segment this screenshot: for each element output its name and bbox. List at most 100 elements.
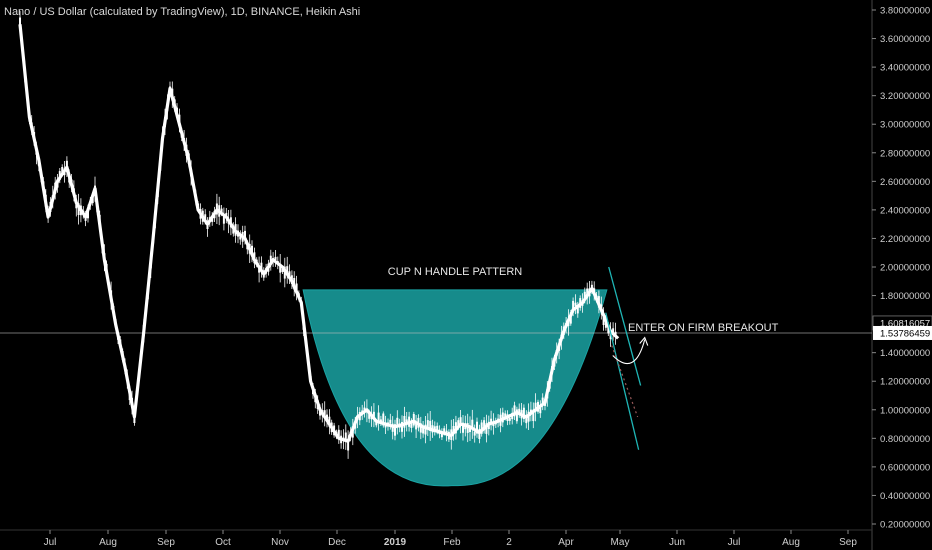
- candle-body: [96, 205, 99, 213]
- candle-body: [401, 422, 403, 432]
- candle-body: [26, 92, 28, 100]
- candle-body: [394, 424, 396, 436]
- y-tick-label: 3.40000000: [880, 63, 930, 74]
- candle-body: [192, 182, 195, 187]
- annotation-cup-label: CUP N HANDLE PATTERN: [388, 266, 523, 278]
- candle-body: [551, 366, 553, 374]
- candle-body: [190, 169, 193, 177]
- candle-body: [288, 271, 291, 278]
- candle-body: [508, 417, 511, 421]
- candle-body: [314, 395, 317, 403]
- candle-body: [567, 318, 570, 326]
- candle-body: [279, 263, 282, 273]
- candle-body: [520, 410, 523, 419]
- x-tick-label: Jul: [728, 537, 741, 548]
- candle-body: [77, 203, 80, 215]
- candle-body: [349, 431, 352, 437]
- candle-body: [133, 416, 136, 423]
- x-tick-label: Aug: [99, 537, 117, 548]
- candle-body: [21, 44, 24, 51]
- candle-body: [101, 241, 103, 246]
- candle-body: [206, 224, 209, 229]
- candle-body: [440, 431, 443, 438]
- candle-body: [258, 266, 261, 273]
- candle-body: [300, 300, 303, 305]
- candle-body: [518, 408, 521, 413]
- candle-body: [51, 195, 54, 199]
- y-tick-label: 0.80000000: [880, 434, 930, 445]
- candle-body: [265, 267, 268, 274]
- candle-body: [330, 422, 333, 433]
- candle-body: [251, 245, 253, 257]
- breakout-arrow-curve: [612, 339, 646, 365]
- candle-body: [220, 208, 223, 213]
- candle-body: [274, 256, 277, 260]
- candle-body: [537, 401, 539, 412]
- candle-body: [204, 214, 207, 220]
- candle-body: [492, 421, 495, 427]
- candle-body: [47, 210, 50, 219]
- candle-body: [478, 428, 481, 439]
- candle-body: [234, 224, 237, 236]
- candle-body: [480, 422, 483, 434]
- candle-body: [527, 411, 530, 422]
- candle-body: [351, 426, 354, 438]
- candle-body: [286, 266, 289, 275]
- y-tick-label: 2.60000000: [880, 177, 930, 188]
- x-tick-label: Feb: [443, 537, 461, 548]
- candle-body: [579, 298, 582, 308]
- price-badge: [873, 325, 932, 340]
- candle-body: [354, 421, 357, 429]
- candle-body: [469, 425, 471, 432]
- candle-body: [295, 283, 298, 293]
- candle-body: [269, 255, 272, 265]
- candle-body: [65, 160, 68, 173]
- x-tick-label: Dec: [328, 537, 346, 548]
- candle-body: [103, 253, 106, 263]
- candle-body: [426, 420, 429, 430]
- candle-body: [326, 414, 328, 423]
- candle-body: [112, 305, 115, 314]
- candle-body: [389, 419, 392, 424]
- candle-body: [382, 413, 385, 426]
- candle-body: [415, 423, 418, 430]
- x-tick-label: May: [611, 537, 630, 548]
- candle-body: [576, 306, 579, 314]
- candle-body: [79, 205, 82, 216]
- candle-body: [485, 423, 488, 434]
- candle-body: [290, 275, 293, 284]
- candle-body: [180, 131, 183, 138]
- candle-body: [107, 284, 110, 288]
- candle-body: [183, 138, 186, 144]
- candle-body: [410, 422, 413, 428]
- candle-body: [40, 172, 43, 177]
- candle-body: [260, 262, 263, 272]
- candle-body: [497, 418, 500, 423]
- candle-body: [445, 430, 448, 435]
- candle-body: [433, 426, 436, 431]
- candle-body: [171, 88, 174, 101]
- candle-body: [323, 410, 326, 418]
- candle-body: [429, 420, 432, 431]
- candle-body: [70, 179, 73, 187]
- candle-body: [515, 409, 518, 422]
- candle-body: [84, 216, 87, 221]
- y-tick-label: 3.60000000: [880, 34, 930, 45]
- candle-body: [30, 122, 33, 128]
- candle-body: [600, 304, 603, 312]
- candle-body: [63, 168, 66, 176]
- candle-body: [412, 414, 415, 426]
- candle-body: [438, 429, 441, 435]
- candle-body: [572, 300, 575, 313]
- candle-body: [91, 196, 94, 204]
- candle-body: [534, 402, 537, 412]
- candle-body: [211, 215, 214, 222]
- candle-body: [431, 425, 434, 433]
- candle-body: [199, 209, 202, 219]
- candle-body: [558, 347, 561, 351]
- candle-body: [604, 316, 607, 328]
- candle-body: [541, 397, 544, 406]
- candle-body: [114, 319, 117, 327]
